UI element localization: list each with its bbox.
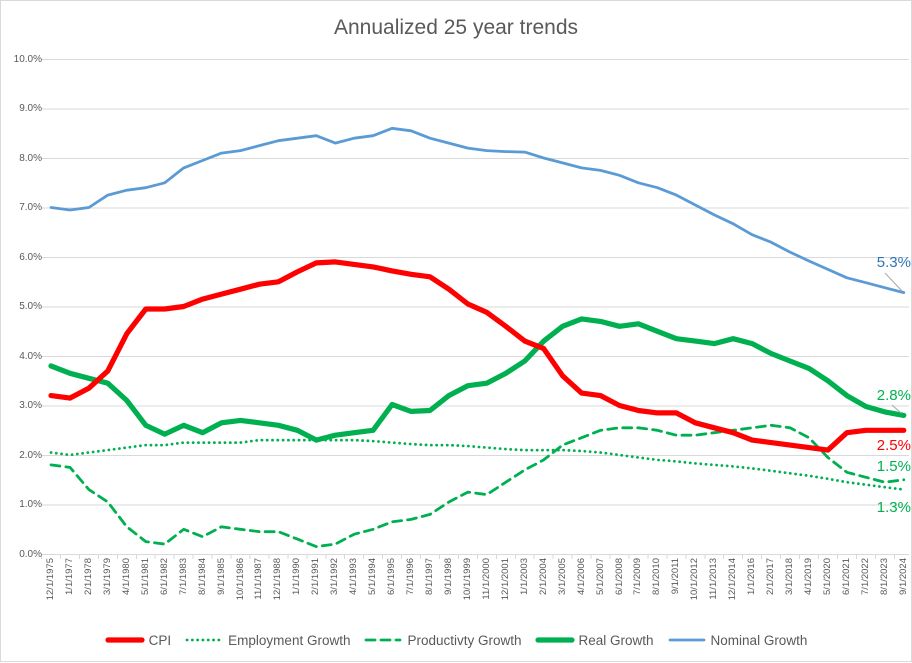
legend: CPI Employment Growth Productivty Growth Re… (1, 628, 911, 652)
legend-employment-growth-line-icon (185, 638, 223, 642)
end-label-leader-nominal-growth (884, 272, 903, 292)
x-axis-label: 11/1/1987 (253, 558, 265, 600)
y-axis-label: 5.0% (19, 301, 42, 312)
y-axis-label: 2.0% (19, 449, 42, 461)
chart-title: Annualized 25 year trends (334, 16, 578, 39)
end-label-real-growth: 2.8% (876, 387, 911, 404)
x-axis-label: 10/1/2012 (689, 558, 701, 601)
x-axis-label: 1/1/1977 (63, 558, 75, 595)
end-label-nominal-growth: 5.3% (876, 254, 911, 271)
legend-label-cpi: CPI (148, 632, 172, 648)
x-axis-label: 7/1/1983 (177, 558, 189, 595)
y-axis-label: 1.0% (19, 499, 42, 510)
x-axis-label: 10/1/1986 (234, 558, 246, 601)
series-line-cpi (48, 259, 907, 453)
x-axis-label: 8/1/2023 (878, 558, 890, 595)
legend-nominal-growth-line-icon (668, 638, 705, 642)
x-axis-label: 5/1/2020 (821, 558, 833, 595)
x-axis-label: 7/1/2022 (859, 558, 871, 595)
y-axis-label: 4.0% (19, 350, 42, 362)
x-axis-label: 4/1/2019 (803, 558, 814, 595)
x-axis-label: 8/1/2010 (651, 558, 663, 595)
y-axis-label: 9.0% (19, 103, 42, 114)
legend-label-productivty-growth: Productivty Growth (407, 632, 522, 648)
x-axis-label: 9/1/2024 (897, 558, 909, 595)
end-label-cpi: 2.5% (876, 437, 911, 454)
legend-label-nominal-growth: Nominal Growth (710, 632, 808, 648)
x-axis-label: 2/1/1978 (82, 558, 94, 595)
y-axis-label: 6.0% (19, 251, 42, 263)
y-axis-label: 7.0% (19, 202, 42, 213)
legend-cpi-line-icon (105, 637, 145, 643)
y-axis-label: 8.0% (19, 152, 42, 164)
end-label-productivty-growth: 1.5% (876, 458, 911, 475)
x-axis-label: 7/1/1996 (405, 558, 417, 595)
x-axis-label: 4/1/1993 (348, 558, 360, 595)
x-axis-label: 9/1/1985 (215, 558, 227, 595)
x-axis-label: 12/1/2001 (499, 558, 511, 601)
x-axis-label: 3/1/2018 (784, 558, 796, 595)
x-axis-label: 11/1/2000 (480, 558, 492, 600)
x-axis-label: 6/1/2008 (613, 558, 625, 595)
x-axis-label: 12/1/2014 (727, 558, 739, 601)
x-axis-label: 6/1/2021 (840, 558, 852, 595)
y-axis-label: 10.0% (13, 53, 42, 65)
x-axis-label: 8/1/1997 (424, 558, 435, 595)
legend-productivty-growth-line-icon (365, 638, 402, 642)
x-axis-label: 2/1/2004 (537, 558, 549, 595)
x-axis-label: 1/1/1990 (291, 558, 303, 595)
x-axis-label: 5/1/2007 (594, 558, 606, 595)
legend-item-nominal-growth: Nominal Growth (667, 632, 808, 648)
series-line-employment-growth (49, 438, 906, 492)
x-axis-label: 2/1/2017 (765, 558, 777, 595)
x-axis-label: 3/1/1979 (101, 558, 113, 595)
end-label-leader-real-growth (891, 404, 902, 414)
legend-item-employment-growth: Employment Growth (184, 633, 350, 648)
legend-item-cpi: CPI (105, 632, 172, 648)
x-axis-label: 9/1/1998 (442, 558, 454, 595)
x-axis-label: 12/1/1975 (45, 558, 56, 601)
legend-label-real-growth: Real Growth (578, 632, 654, 648)
x-axis-label: 6/1/1995 (386, 558, 398, 595)
legend-real-growth-line-icon (534, 637, 575, 643)
x-axis-label: 12/1/1988 (272, 558, 284, 601)
x-axis-label: 1/1/2016 (746, 558, 758, 595)
legend-item-productivty-growth: Productivty Growth (363, 632, 522, 648)
x-axis-label: 5/1/1981 (139, 558, 151, 595)
legend-item-real-growth: Real Growth (534, 632, 654, 648)
x-axis-label: 3/1/2005 (556, 558, 568, 595)
series-line-real-growth (48, 316, 907, 443)
x-axis-label: 3/1/1992 (329, 558, 341, 595)
y-axis-label: 3.0% (19, 400, 42, 411)
y-axis-label: 0.0% (19, 548, 42, 560)
x-axis-label: 4/1/2006 (575, 558, 587, 595)
x-axis-label: 6/1/1982 (158, 558, 170, 595)
x-axis-label: 11/1/2013 (708, 558, 720, 600)
legend-label-employment-growth: Employment Growth (228, 632, 351, 648)
x-axis-label: 9/1/2011 (670, 558, 682, 595)
series-line-nominal-growth (49, 126, 906, 295)
x-axis-label: 1/1/2003 (518, 558, 530, 595)
end-label-employment-growth: 1.3% (876, 499, 911, 516)
x-axis-label: 4/1/1980 (120, 558, 132, 595)
x-axis-label: 5/1/1994 (367, 558, 379, 595)
x-axis-label: 10/1/1999 (461, 558, 473, 601)
x-axis-label: 2/1/1991 (310, 558, 322, 595)
series-line-productivty-growth (49, 423, 906, 548)
x-axis-label: 7/1/2009 (632, 558, 644, 595)
x-axis-label: 8/1/1984 (196, 558, 208, 595)
